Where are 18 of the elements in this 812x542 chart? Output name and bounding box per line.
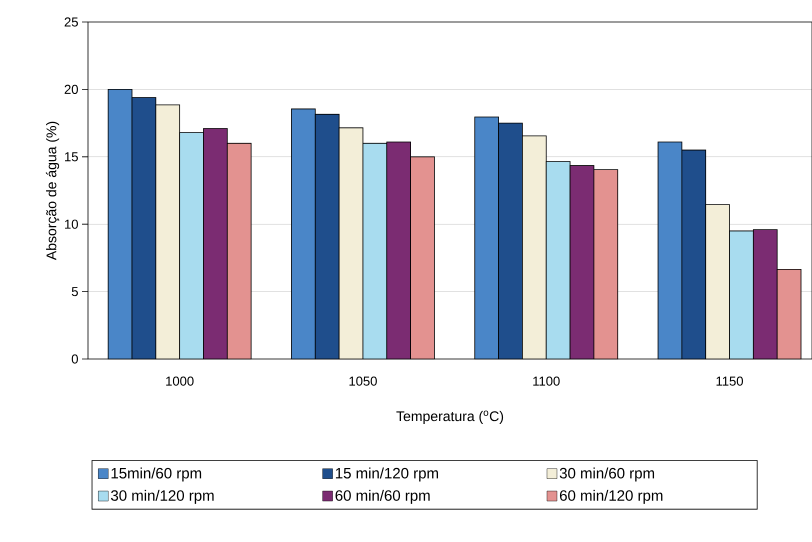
legend-label: 30 min/120 rpm: [110, 490, 214, 504]
x-tick-label: 1150: [716, 376, 743, 386]
legend-label: 30 min/60 rpm: [560, 467, 654, 482]
y-tick-label: 20: [64, 84, 78, 94]
x-axis-title: Temperatura ($^{o}$C): [396, 410, 504, 424]
legend-label: 60 min/60 rpm: [336, 490, 430, 504]
x-tick-label: 1100: [533, 376, 560, 386]
legend-label: 15min/60 rpm: [112, 467, 202, 482]
y-tick-label: 15: [65, 152, 78, 162]
y-tick-label: 0: [72, 354, 78, 364]
y-tick-label: 10: [65, 220, 78, 229]
y-tick-label: 5: [72, 287, 78, 296]
legend-label: 60 min/120 rpm: [560, 490, 662, 504]
y-axis-title: Absorção de água (%): [46, 122, 60, 260]
x-tick-label: 1000: [166, 376, 194, 386]
y-tick-label: 25: [64, 17, 78, 27]
legend-label: 15 min/120 rpm: [336, 467, 438, 482]
x-tick-label: 1050: [349, 376, 377, 386]
